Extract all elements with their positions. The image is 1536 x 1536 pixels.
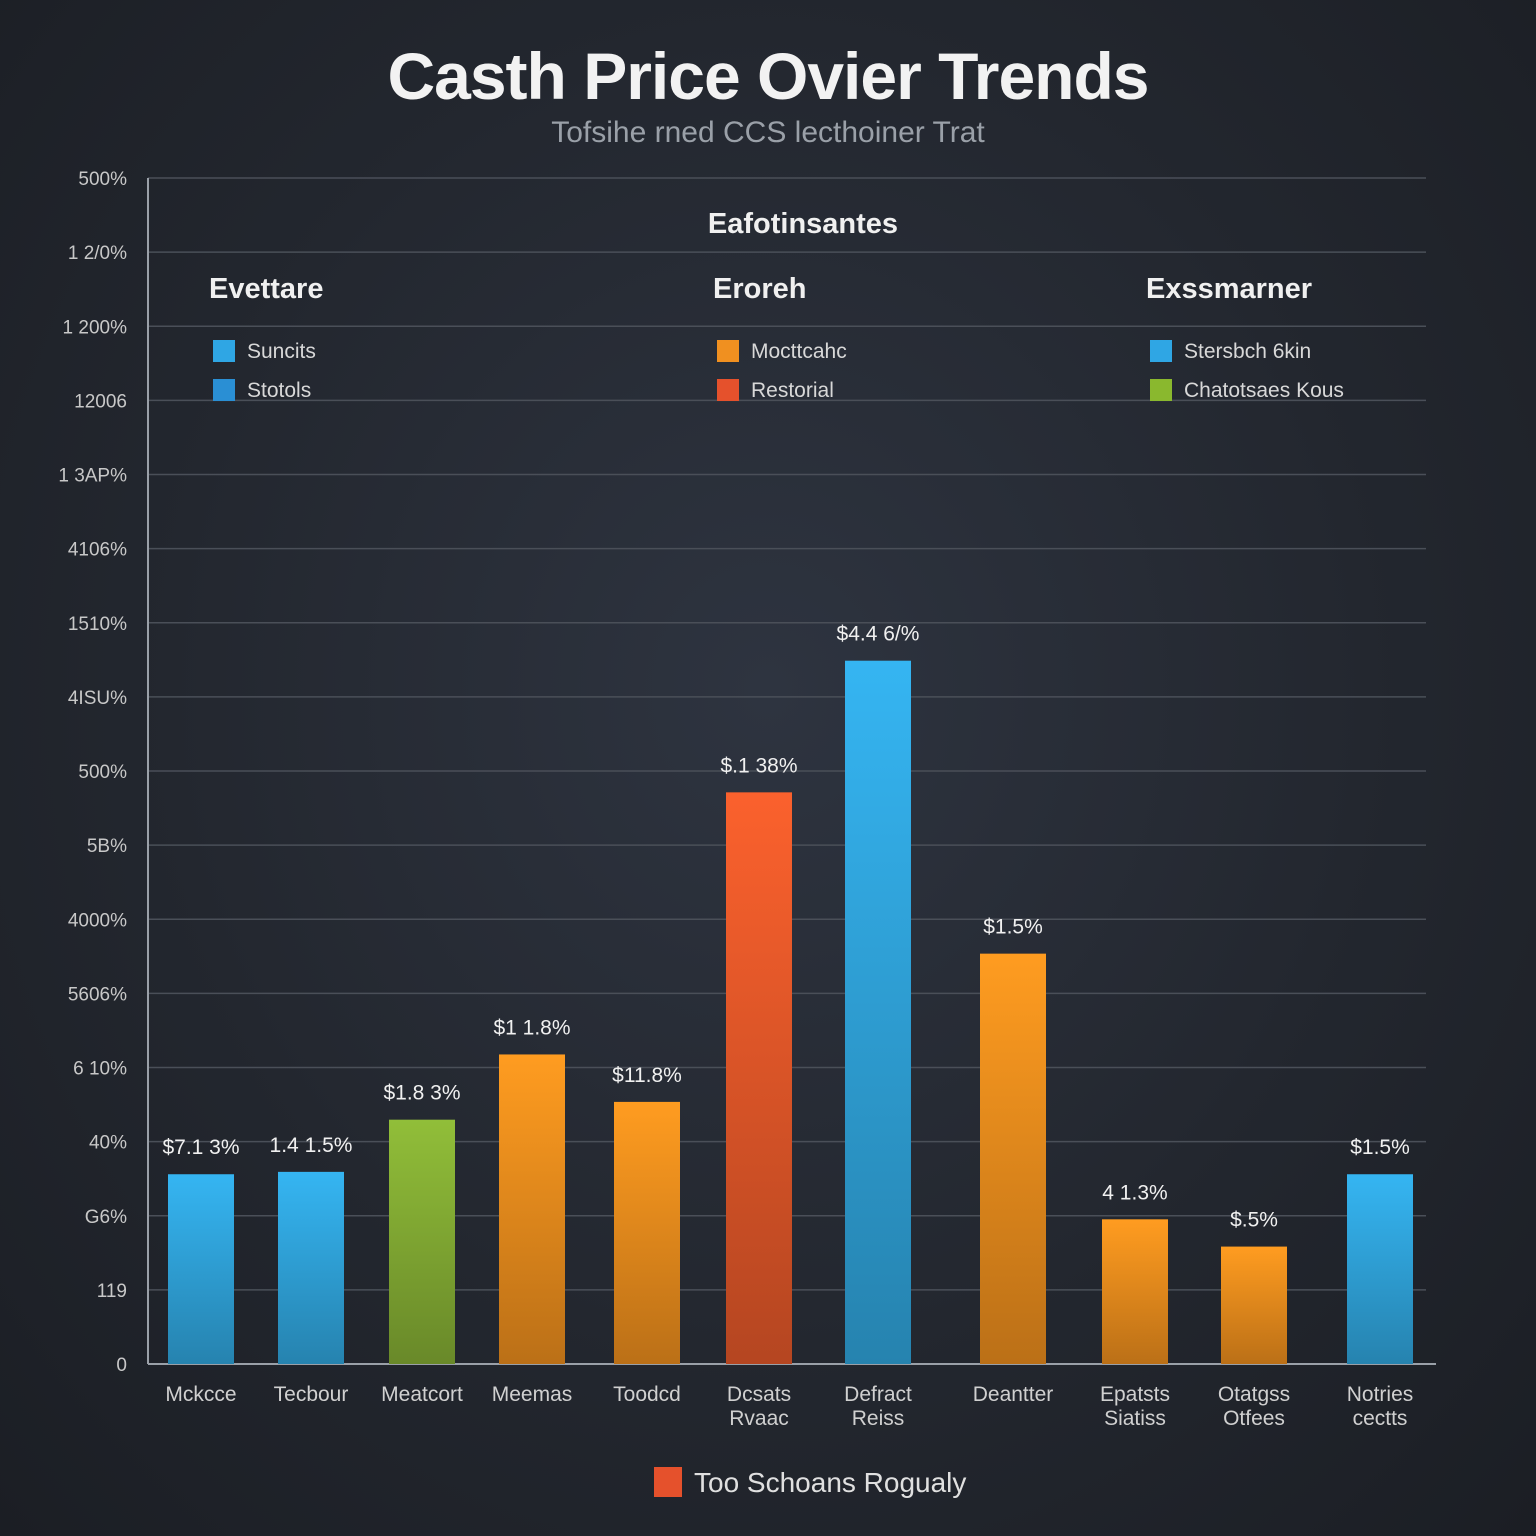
legend-swatch: [1150, 340, 1172, 362]
x-tick-label: Otatgss: [1218, 1383, 1290, 1406]
y-tick-label: 500%: [78, 762, 127, 783]
y-tick-label: 5606%: [68, 984, 127, 1005]
x-tick-label: Notries: [1347, 1383, 1414, 1406]
y-tick-label: 0: [116, 1355, 127, 1376]
bar-value-label: $1.5%: [983, 916, 1043, 939]
legend-item-label: Chatotsaes Kous: [1184, 379, 1344, 402]
x-tick-label: Toodcd: [613, 1383, 681, 1406]
x-tick-label: Mckcce: [165, 1383, 236, 1406]
x-tick-label: Dcsats: [727, 1383, 791, 1406]
legend: Eafotinsantes Evettare Suncits Stotols Erore…: [209, 208, 1344, 402]
legend-group-title: Exssmarner: [1146, 273, 1312, 305]
y-tick-label: 1510%: [68, 614, 127, 635]
bottom-legend-swatch: [654, 1467, 682, 1497]
y-tick-label: 4000%: [68, 910, 127, 931]
bar-value-label: 4 1.3%: [1102, 1181, 1167, 1204]
bar-value-label: $7.1 3%: [162, 1136, 239, 1159]
bar: [980, 953, 1046, 1364]
bar: [278, 1171, 344, 1364]
x-axis-ticks: Mckcce Tecbour Meatcort Meemas Toodcd DcsatsR…: [165, 1383, 1413, 1430]
y-axis-ticks: 0 119 G6% 40% 6 10% 5606% 4000% 5B% 500% 4ISU% 151…: [58, 169, 127, 1376]
bar-value-label: 1.4 1.5%: [270, 1134, 353, 1157]
legend-swatch: [1150, 379, 1172, 401]
bar-value-label: $1.8 3%: [383, 1082, 460, 1105]
legend-item-label: Restorial: [751, 379, 834, 402]
legend-swatch: [213, 379, 235, 401]
bar-value-label: $4.4 6/%: [837, 623, 920, 646]
legend-group-title: Eroreh: [713, 273, 806, 305]
bar: [389, 1119, 455, 1364]
chart-title: Casth Price Ovier Trends: [387, 39, 1149, 113]
bar-value-label: $1 1.8%: [493, 1016, 570, 1039]
x-tick-label: Siatiss: [1104, 1407, 1166, 1430]
y-tick-label: 6 10%: [73, 1059, 127, 1080]
y-tick-label: 1 3AP%: [58, 466, 127, 487]
bar-value-label: $.1 38%: [720, 754, 797, 777]
legend-item-label: Suncits: [247, 340, 316, 363]
bar: [499, 1054, 565, 1364]
x-tick-label: cectts: [1353, 1407, 1408, 1430]
x-tick-label: Deantter: [973, 1383, 1054, 1406]
x-tick-label: Meemas: [492, 1383, 573, 1406]
bar: [1347, 1174, 1413, 1364]
chart-subtitle: Tofsihe rned CCS lecthoiner Trat: [551, 116, 985, 149]
x-tick-label: Otfees: [1223, 1407, 1285, 1430]
x-tick-label: Reiss: [852, 1407, 905, 1430]
y-tick-label: 12006: [74, 391, 127, 412]
y-tick-label: 500%: [78, 169, 127, 190]
bar-value-label: $1.5%: [1350, 1136, 1410, 1159]
legend-header: Eafotinsantes: [708, 208, 898, 240]
legend-item-label: Mocttcahc: [751, 340, 847, 363]
y-tick-label: G6%: [85, 1207, 127, 1228]
bar: [1102, 1219, 1168, 1364]
y-tick-label: 4ISU%: [68, 688, 127, 709]
y-tick-label: 1 2/0%: [68, 243, 127, 264]
bar: [845, 660, 911, 1364]
legend-swatch: [717, 379, 739, 401]
bar: [614, 1101, 680, 1364]
y-tick-label: 1 200%: [63, 317, 128, 338]
bottom-legend: Too Schoans Rogualy: [654, 1467, 966, 1498]
y-tick-label: 5B%: [87, 836, 127, 857]
y-tick-label: 119: [97, 1281, 127, 1302]
y-tick-label: 4106%: [68, 540, 127, 561]
legend-swatch: [717, 340, 739, 362]
bar-value-label: $.5%: [1230, 1209, 1278, 1232]
x-tick-label: Tecbour: [274, 1383, 349, 1406]
x-tick-label: Epatsts: [1100, 1383, 1170, 1406]
legend-group-title: Evettare: [209, 273, 323, 305]
x-tick-label: Meatcort: [381, 1383, 463, 1406]
bar-value-label: $11.8%: [612, 1064, 682, 1087]
legend-swatch: [213, 340, 235, 362]
bar: [726, 792, 792, 1364]
bar: [1221, 1246, 1287, 1364]
x-tick-label: Defract: [844, 1383, 912, 1406]
bars: $7.1 3% 1.4 1.5% $1.8 3% $1 1.8% $11.8% $.1 3…: [162, 623, 1413, 1364]
bar: [168, 1174, 234, 1364]
y-tick-label: 40%: [89, 1133, 127, 1154]
legend-item-label: Stotols: [247, 379, 311, 402]
x-tick-label: Rvaac: [729, 1407, 789, 1430]
legend-item-label: Stersbch 6kin: [1184, 340, 1311, 363]
bottom-legend-label: Too Schoans Rogualy: [694, 1467, 966, 1498]
